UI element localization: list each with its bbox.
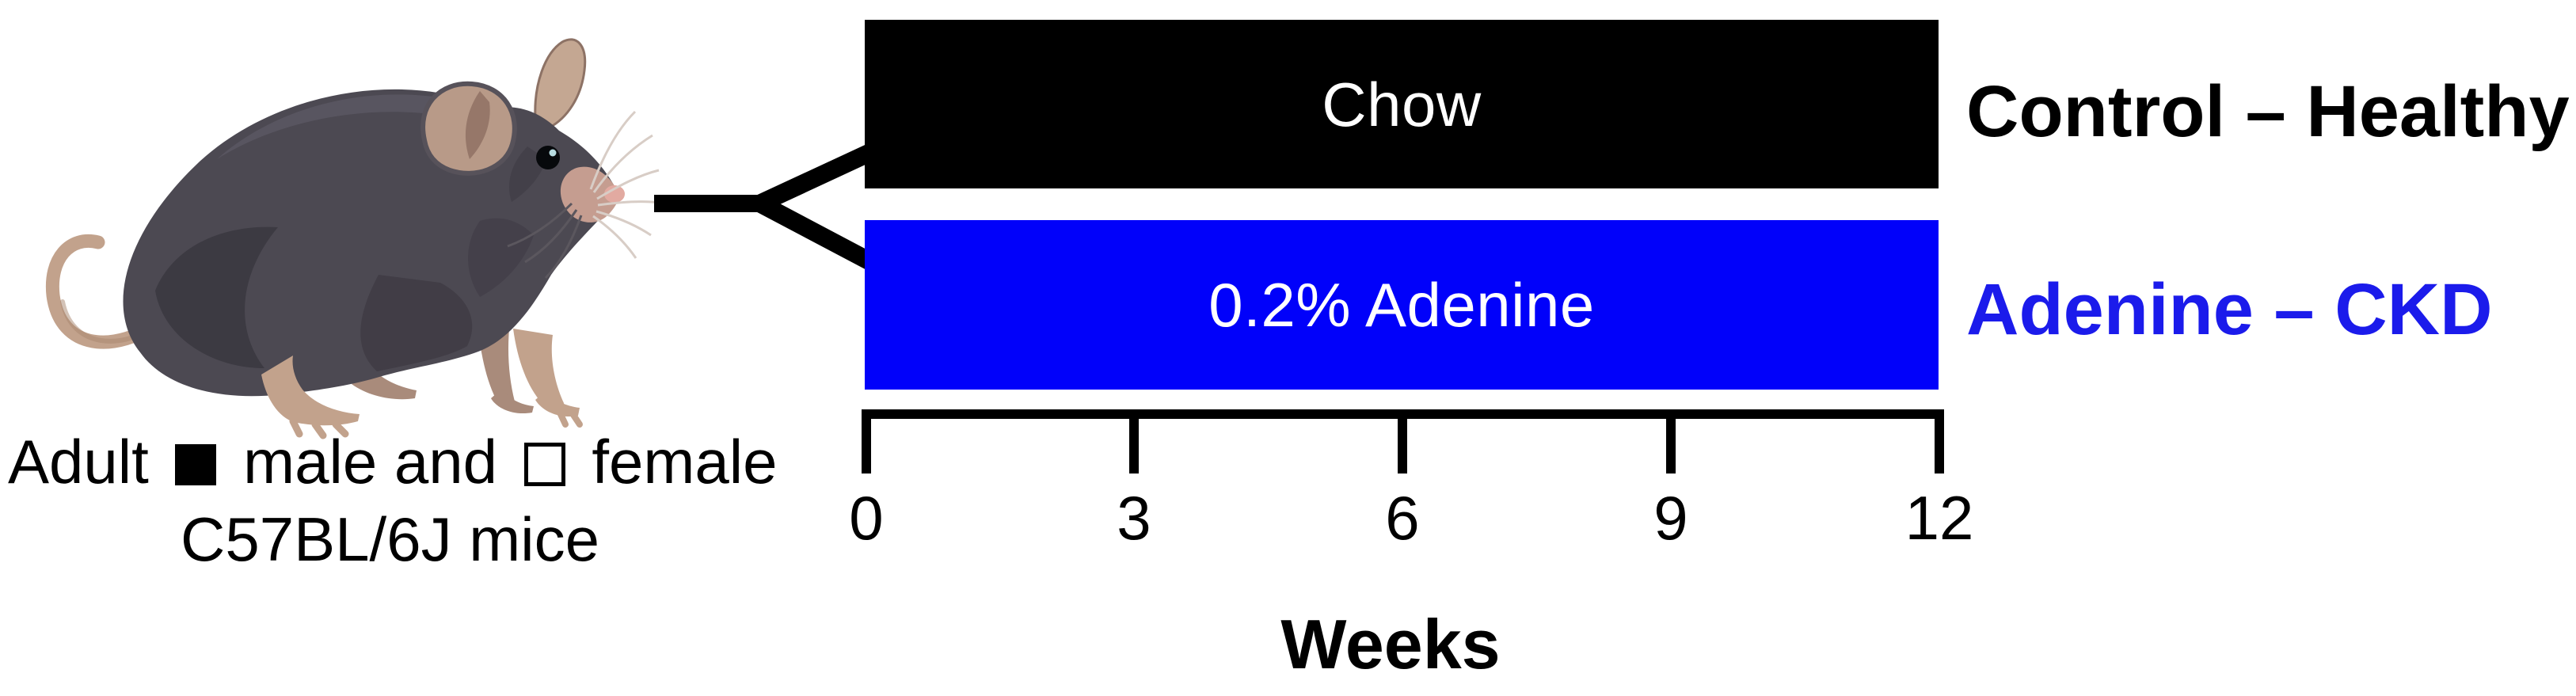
axis-tick-label-6: 6: [1385, 483, 1420, 553]
caption-adult-text: Adult: [8, 427, 149, 496]
caption-male-and-text: male and: [243, 427, 498, 496]
axis-title: Weeks: [1280, 605, 1501, 683]
caption-female-text: female: [592, 427, 778, 496]
subject-caption: Adult male and female C57BL/6J mice: [8, 431, 777, 574]
axis-tick-label-9: 9: [1653, 483, 1688, 553]
mouse-illustration: [45, 38, 661, 439]
week-axis: [862, 409, 1944, 474]
subject-caption-line1: Adult male and female: [8, 431, 777, 493]
mouse-near-ear-icon: [420, 81, 517, 176]
mouse-muzzle-icon: [560, 166, 625, 222]
axis-tick-label-3: 3: [1117, 483, 1151, 553]
male-filled-square-icon: [175, 444, 217, 485]
axis-tick-label-0: 0: [849, 483, 884, 553]
subject-caption-line2: C57BL/6J mice: [181, 504, 599, 574]
adenine-diet-bar: 0.2% Adenine: [865, 220, 1939, 390]
ckd-group-label: Adenine – CKD: [1966, 269, 2493, 350]
mouse-far-ear-icon: [534, 38, 587, 129]
control-diet-bar: Chow: [865, 20, 1939, 188]
adenine-diet-bar-label: 0.2% Adenine: [1208, 270, 1595, 340]
control-group-label: Control – Healthy: [1966, 71, 2570, 152]
branch-connector: [654, 143, 876, 271]
mouse-fur-shading: [155, 94, 546, 371]
branch-fork-lines: [740, 143, 876, 271]
mouse-near-legs-icon: [261, 329, 583, 439]
mouse-eye-icon: [536, 146, 560, 169]
control-diet-bar-label: Chow: [1322, 69, 1482, 139]
female-open-square-icon: [523, 443, 565, 486]
axis-tick-label-12: 12: [1904, 483, 1974, 553]
